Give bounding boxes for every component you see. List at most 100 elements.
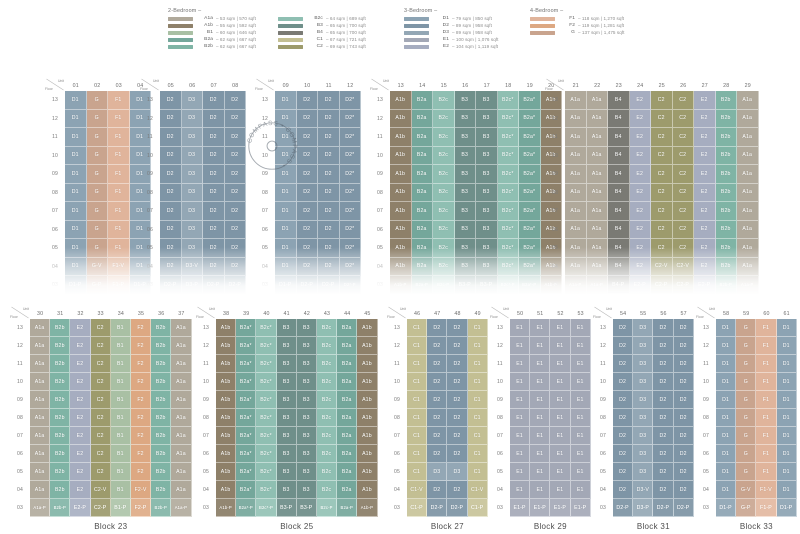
unit-cell[interactable]: F1 — [756, 463, 777, 481]
unit-cell[interactable]: A1a — [171, 373, 192, 391]
unit-cell[interactable]: A1a-P — [586, 276, 608, 295]
unit-cell[interactable]: B1 — [110, 427, 131, 445]
floor-label-13[interactable]: 13 — [376, 97, 384, 104]
unit-cell[interactable]: B2b-P — [715, 276, 737, 295]
unit-cell[interactable]: B2a* — [236, 481, 257, 499]
column-header-38[interactable]: 38 — [222, 310, 230, 317]
unit-cell[interactable]: C1 — [407, 445, 428, 463]
unit-cell[interactable]: D2 — [447, 427, 468, 445]
floor-label-05[interactable]: 05 — [51, 245, 59, 252]
unit-cell[interactable]: D1 — [716, 391, 737, 409]
floor-label-09[interactable]: 09 — [551, 171, 559, 178]
floor-label-06[interactable]: 06 — [16, 451, 24, 457]
unit-cell[interactable]: E2 — [694, 239, 716, 258]
unit-cell[interactable]: D3 — [181, 220, 203, 239]
unit-cell[interactable]: B2c — [433, 146, 455, 165]
unit-cell[interactable]: F2 — [130, 427, 152, 445]
unit-cell[interactable]: C2 — [651, 239, 673, 258]
unit-cell[interactable]: E2 — [694, 91, 716, 110]
floor-label-03[interactable]: 03 — [146, 282, 154, 289]
unit-cell[interactable]: D3 — [633, 373, 654, 391]
unit-cell[interactable]: D3 — [633, 463, 654, 481]
column-header-46[interactable]: 46 — [413, 310, 421, 317]
unit-cell[interactable]: A1a — [565, 202, 587, 221]
unit-cell[interactable]: A1a — [565, 165, 587, 184]
unit-cell[interactable]: E1 — [510, 427, 531, 445]
unit-cell[interactable]: A1a — [565, 239, 587, 258]
unit-cell[interactable]: B4 — [608, 202, 630, 221]
unit-cell[interactable]: B2a — [411, 239, 433, 258]
unit-cell[interactable]: E1 — [550, 463, 571, 481]
floor-label-10[interactable]: 10 — [702, 379, 710, 385]
unit-cell[interactable]: E1-P — [510, 499, 531, 517]
unit-cell[interactable]: D1 — [275, 91, 297, 110]
unit-cell[interactable]: E2 — [70, 445, 91, 463]
unit-cell[interactable]: A1b — [216, 427, 237, 445]
unit-cell[interactable]: A1b — [540, 91, 562, 110]
unit-cell[interactable]: A1a — [171, 355, 192, 373]
column-header-20[interactable]: 20 — [548, 82, 555, 89]
unit-cell[interactable]: E1 — [570, 391, 591, 409]
floor-label-11[interactable]: 11 — [497, 361, 503, 367]
unit-cell[interactable]: D2* — [339, 91, 361, 110]
unit-cell[interactable]: E1 — [570, 463, 591, 481]
unit-cell[interactable]: A1a — [565, 109, 587, 128]
unit-cell[interactable]: C2 — [651, 128, 673, 147]
unit-cell[interactable]: A1b — [216, 445, 237, 463]
floor-label-12[interactable]: 12 — [496, 343, 504, 349]
unit-cell[interactable]: B2b — [715, 165, 737, 184]
floor-label-07[interactable]: 07 — [393, 433, 401, 439]
unit-cell[interactable]: E1 — [510, 391, 531, 409]
unit-cell[interactable]: C2 — [672, 183, 694, 202]
unit-cell[interactable]: A1b-P — [357, 499, 378, 517]
unit-cell[interactable]: C2-P — [90, 499, 111, 517]
unit-cell[interactable]: A1a — [565, 128, 587, 147]
unit-cell[interactable]: A1b — [357, 481, 378, 499]
unit-cell[interactable]: E1 — [530, 337, 551, 355]
unit-cell[interactable]: D2 — [318, 165, 340, 184]
floor-label-11[interactable]: 11 — [703, 361, 709, 367]
unit-cell[interactable]: B2c — [433, 109, 455, 128]
unit-cell[interactable]: B2a* — [519, 109, 541, 128]
unit-cell[interactable]: C2 — [651, 109, 673, 128]
floor-label-10[interactable]: 10 — [51, 152, 59, 159]
unit-cell[interactable]: D1 — [65, 220, 87, 239]
unit-cell[interactable]: B4 — [608, 220, 630, 239]
unit-cell[interactable]: G-P — [86, 276, 108, 295]
floor-label-06[interactable]: 06 — [202, 451, 210, 457]
floor-label-12[interactable]: 12 — [261, 115, 269, 122]
unit-cell[interactable]: F2 — [130, 337, 152, 355]
unit-cell[interactable]: B2a — [411, 257, 433, 276]
unit-cell[interactable]: C1-P — [467, 499, 488, 517]
unit-cell[interactable]: A1a-P — [171, 499, 192, 517]
unit-cell[interactable]: G — [86, 128, 108, 147]
unit-cell[interactable]: B2c — [316, 409, 338, 427]
unit-cell[interactable]: D2 — [653, 391, 674, 409]
unit-cell[interactable]: E2 — [629, 202, 651, 221]
unit-cell[interactable]: B1 — [110, 319, 131, 337]
unit-cell[interactable]: D1 — [65, 165, 87, 184]
unit-cell[interactable]: C1 — [467, 463, 488, 481]
unit-cell[interactable]: C1 — [407, 337, 428, 355]
unit-cell[interactable]: B1 — [110, 463, 131, 481]
unit-cell[interactable]: B2a — [337, 355, 358, 373]
unit-cell[interactable]: D3 — [427, 463, 448, 481]
unit-cell[interactable]: D1 — [716, 409, 737, 427]
unit-cell[interactable]: B2c* — [497, 257, 519, 276]
unit-cell[interactable]: C2 — [90, 319, 111, 337]
column-header-28[interactable]: 28 — [723, 82, 730, 89]
unit-cell[interactable]: D3-P — [181, 276, 203, 295]
unit-cell[interactable]: C2 — [672, 220, 694, 239]
unit-cell[interactable]: D2 — [427, 445, 448, 463]
unit-cell[interactable]: B3 — [454, 220, 476, 239]
unit-cell[interactable]: D2 — [653, 337, 674, 355]
floor-label-12[interactable]: 12 — [551, 115, 559, 122]
floor-label-10[interactable]: 10 — [202, 379, 210, 385]
unit-cell[interactable]: D1 — [275, 109, 297, 128]
column-header-61[interactable]: 61 — [783, 310, 790, 317]
unit-cell[interactable]: G — [86, 109, 108, 128]
unit-cell[interactable]: D1 — [129, 146, 151, 165]
unit-cell[interactable]: E2 — [694, 220, 716, 239]
floor-label-08[interactable]: 08 — [261, 189, 269, 196]
unit-cell[interactable]: E1 — [550, 391, 571, 409]
